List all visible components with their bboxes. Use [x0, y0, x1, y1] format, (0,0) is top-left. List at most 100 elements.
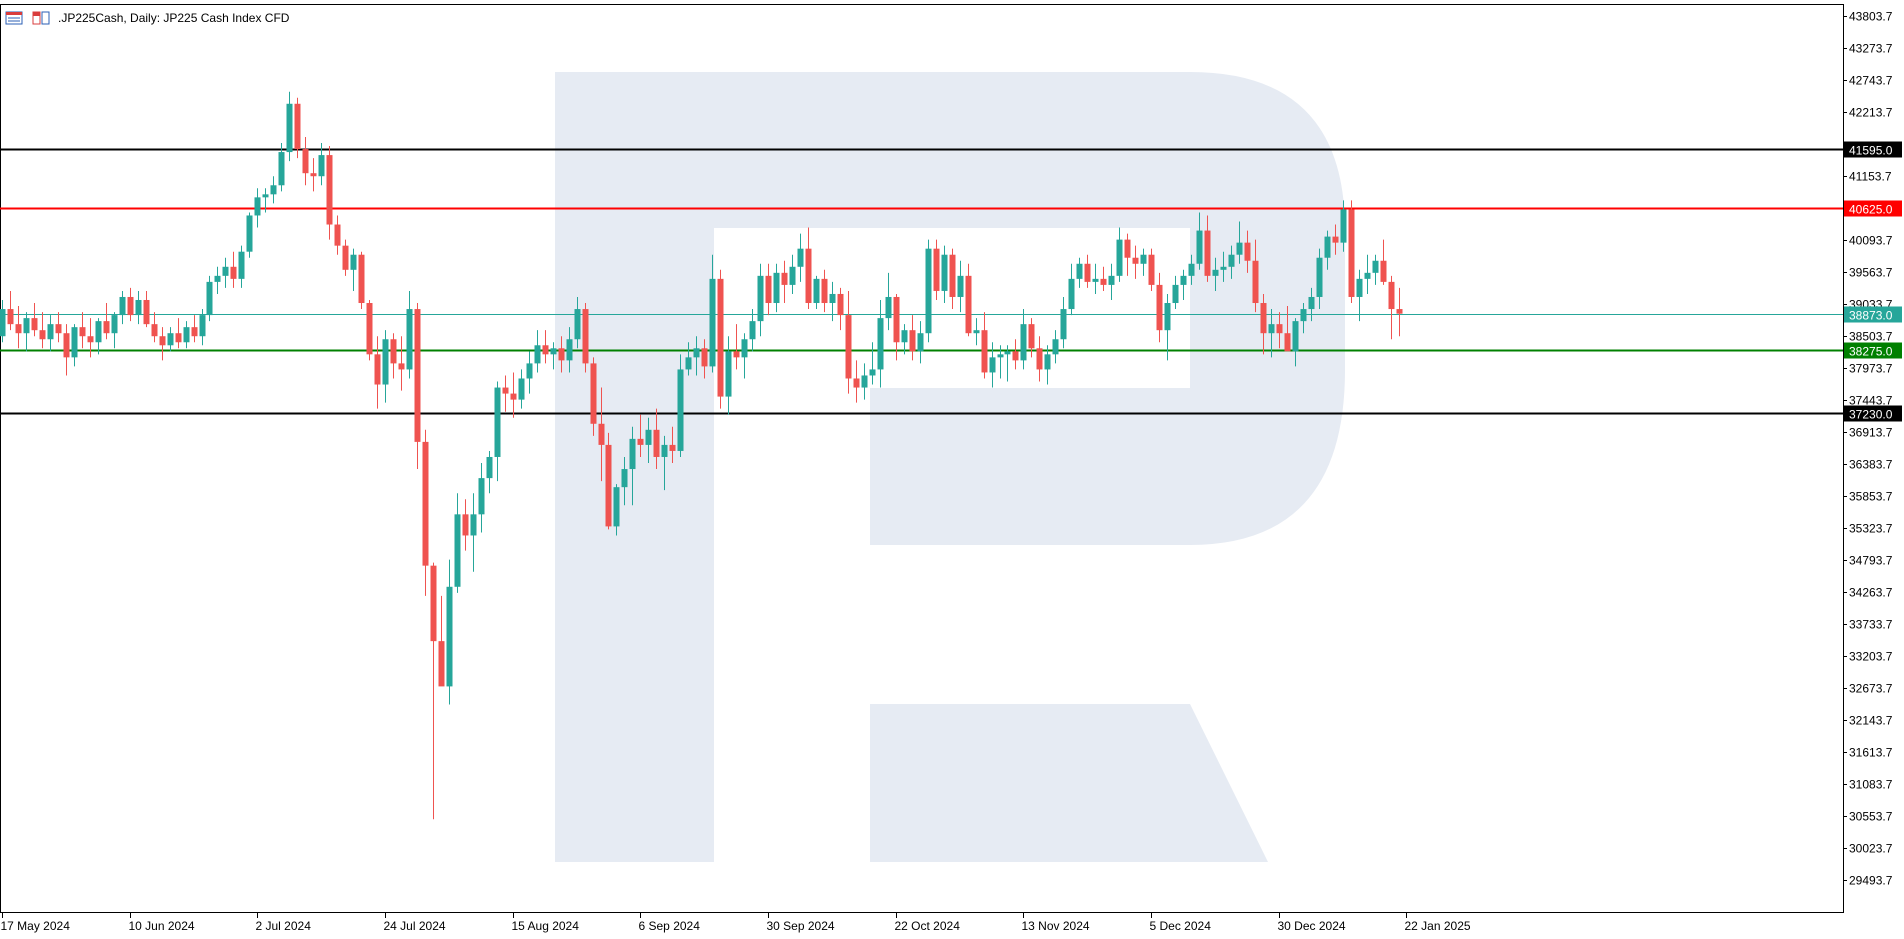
candle[interactable] [286, 91, 293, 162]
candle[interactable] [1092, 263, 1099, 294]
candle[interactable] [246, 212, 253, 258]
candle[interactable] [1076, 257, 1083, 288]
candle[interactable] [222, 257, 229, 288]
candle[interactable] [31, 303, 38, 337]
candle[interactable] [757, 263, 764, 337]
candle[interactable] [725, 336, 732, 415]
candle[interactable] [55, 312, 62, 343]
candle[interactable] [1156, 272, 1163, 343]
candle[interactable] [781, 260, 788, 304]
candle[interactable] [334, 215, 341, 255]
candle[interactable] [773, 263, 780, 313]
candle[interactable] [925, 239, 932, 343]
candle[interactable] [422, 429, 429, 596]
candle[interactable] [1308, 287, 1315, 322]
candle[interactable] [1204, 215, 1211, 282]
candle[interactable] [454, 493, 461, 593]
candle[interactable] [1252, 239, 1259, 313]
candle[interactable] [741, 333, 748, 379]
candle[interactable] [342, 239, 349, 276]
candle[interactable] [789, 254, 796, 294]
candle[interactable] [989, 342, 996, 388]
candle[interactable] [1140, 248, 1147, 276]
candle[interactable] [23, 312, 30, 352]
candle[interactable] [1044, 345, 1051, 385]
candle[interactable] [1364, 254, 1371, 294]
candle[interactable] [869, 342, 876, 385]
candle[interactable] [893, 293, 900, 361]
candle[interactable] [526, 351, 533, 394]
candle[interactable] [119, 290, 126, 325]
candle[interactable] [941, 245, 948, 304]
candle[interactable] [821, 269, 828, 313]
candle[interactable] [167, 327, 174, 352]
candle[interactable] [1212, 257, 1219, 291]
candle[interactable] [582, 303, 589, 373]
candle[interactable] [254, 188, 261, 228]
candle[interactable] [566, 327, 573, 373]
candle[interactable] [39, 312, 46, 349]
candle[interactable] [278, 143, 285, 192]
candle[interactable] [510, 372, 517, 418]
candle[interactable] [637, 414, 644, 457]
candle[interactable] [95, 318, 102, 355]
candle[interactable] [214, 266, 221, 294]
candle[interactable] [685, 342, 692, 376]
candle[interactable] [1132, 245, 1139, 279]
candle[interactable] [605, 432, 612, 530]
candle[interactable] [462, 499, 469, 551]
candle[interactable] [1220, 251, 1227, 282]
candle[interactable] [1276, 312, 1283, 349]
candle[interactable] [270, 176, 277, 204]
candle[interactable] [957, 260, 964, 313]
candle[interactable] [949, 248, 956, 310]
candle[interactable] [933, 239, 940, 300]
candle[interactable] [693, 336, 700, 376]
candle[interactable] [494, 381, 501, 482]
candle[interactable] [183, 321, 190, 349]
candle[interactable] [590, 357, 597, 436]
candle[interactable] [1324, 230, 1331, 270]
candle[interactable] [382, 330, 389, 403]
candle[interactable] [191, 315, 198, 343]
candle[interactable] [1100, 266, 1107, 291]
candle[interactable] [1316, 248, 1323, 310]
candle[interactable] [230, 251, 237, 288]
candle[interactable] [797, 233, 804, 282]
candle[interactable] [853, 360, 860, 403]
candle[interactable] [1356, 269, 1363, 322]
candle[interactable] [1332, 224, 1339, 255]
candle[interactable] [1268, 309, 1275, 358]
candle[interactable] [175, 318, 182, 349]
candle[interactable] [1284, 306, 1291, 352]
candle[interactable] [613, 484, 620, 536]
candle[interactable] [350, 248, 357, 291]
candle[interactable] [1260, 293, 1267, 355]
candle[interactable] [135, 290, 142, 325]
candle[interactable] [159, 327, 166, 361]
candle[interactable] [1340, 200, 1347, 252]
candle[interactable] [1292, 318, 1299, 367]
candle[interactable] [1036, 336, 1043, 382]
candle[interactable] [909, 315, 916, 361]
candle[interactable] [829, 281, 836, 322]
candle[interactable] [997, 345, 1004, 379]
candle[interactable] [1164, 293, 1171, 361]
candle[interactable] [262, 188, 269, 213]
candle[interactable] [845, 290, 852, 394]
candle[interactable] [438, 595, 445, 687]
candle[interactable] [1372, 254, 1379, 285]
candle[interactable] [1348, 200, 1355, 304]
candle[interactable] [837, 287, 844, 331]
candle[interactable] [1228, 245, 1235, 279]
candle[interactable] [7, 290, 14, 331]
candle[interactable] [1004, 345, 1011, 382]
candle[interactable] [1124, 233, 1131, 276]
candle[interactable] [310, 158, 317, 192]
candle[interactable] [87, 318, 94, 358]
candle[interactable] [621, 456, 628, 506]
candle[interactable] [1196, 212, 1203, 270]
candle[interactable] [558, 336, 565, 373]
candle[interactable] [358, 251, 365, 310]
